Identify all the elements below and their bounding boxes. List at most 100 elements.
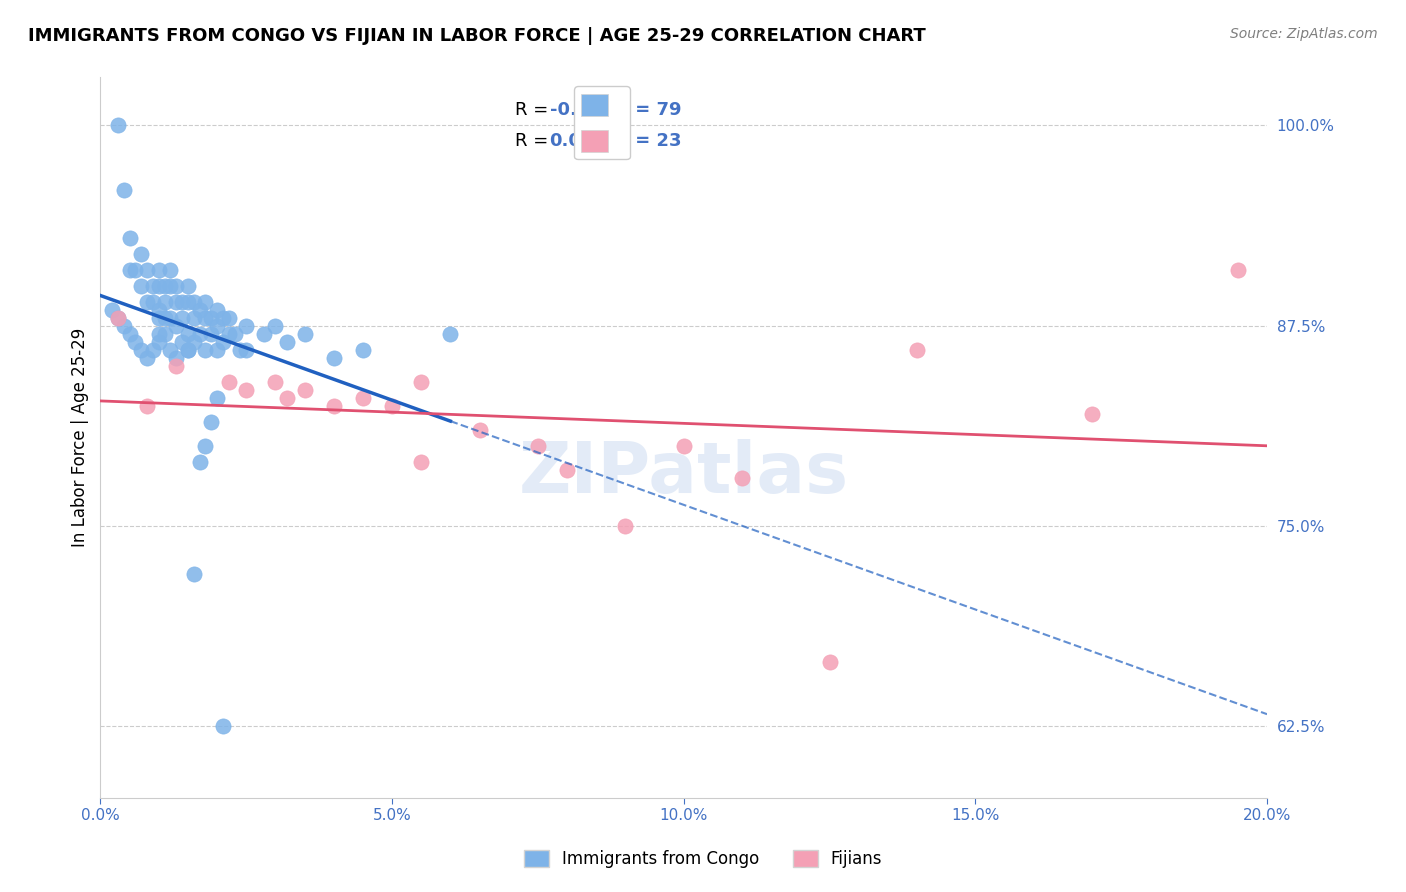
Point xyxy=(294,326,316,341)
Point xyxy=(253,326,276,341)
Point xyxy=(200,415,222,429)
Point xyxy=(218,310,240,325)
Point xyxy=(170,294,193,309)
Point xyxy=(170,310,193,325)
Point xyxy=(200,310,222,325)
Point xyxy=(129,246,152,260)
Point xyxy=(527,439,550,453)
Text: -0.009: -0.009 xyxy=(550,101,614,119)
Point xyxy=(142,343,165,357)
Point xyxy=(153,278,176,293)
Point xyxy=(107,119,129,133)
Point xyxy=(148,310,170,325)
Point xyxy=(165,278,187,293)
Point xyxy=(136,351,159,365)
Point xyxy=(224,326,246,341)
Point xyxy=(188,302,211,317)
Point xyxy=(177,294,200,309)
Point xyxy=(212,719,235,733)
Point xyxy=(170,334,193,349)
Point xyxy=(194,439,217,453)
Point xyxy=(194,343,217,357)
Point xyxy=(212,334,235,349)
Point xyxy=(118,326,141,341)
Text: R =: R = xyxy=(515,101,554,119)
Point xyxy=(352,343,374,357)
Point xyxy=(555,463,578,477)
Point xyxy=(136,294,159,309)
Point xyxy=(159,262,181,277)
Point xyxy=(194,310,217,325)
Point xyxy=(177,326,200,341)
Point xyxy=(200,326,222,341)
Point xyxy=(148,278,170,293)
Point xyxy=(183,334,205,349)
Point xyxy=(614,518,637,533)
Point xyxy=(276,391,298,405)
Point xyxy=(165,351,187,365)
Point xyxy=(468,423,491,437)
Text: Source: ZipAtlas.com: Source: ZipAtlas.com xyxy=(1230,27,1378,41)
Point xyxy=(142,294,165,309)
Point xyxy=(235,318,257,333)
Point xyxy=(183,310,205,325)
Text: IMMIGRANTS FROM CONGO VS FIJIAN IN LABOR FORCE | AGE 25-29 CORRELATION CHART: IMMIGRANTS FROM CONGO VS FIJIAN IN LABOR… xyxy=(28,27,927,45)
Point xyxy=(235,383,257,397)
Point xyxy=(148,334,170,349)
Point xyxy=(1226,262,1249,277)
Text: N = 79: N = 79 xyxy=(613,101,681,119)
Point xyxy=(276,334,298,349)
Point xyxy=(411,455,433,469)
Point xyxy=(107,310,129,325)
Point xyxy=(101,302,124,317)
Point xyxy=(142,278,165,293)
Point xyxy=(148,326,170,341)
Point xyxy=(148,302,170,317)
Point xyxy=(322,399,344,413)
Point xyxy=(205,343,228,357)
Point xyxy=(129,343,152,357)
Point xyxy=(205,391,228,405)
Point xyxy=(124,262,146,277)
Point xyxy=(136,399,159,413)
Point xyxy=(165,294,187,309)
Point xyxy=(818,655,841,669)
Point xyxy=(183,294,205,309)
Point xyxy=(322,351,344,365)
Point xyxy=(177,343,200,357)
Point xyxy=(183,566,205,581)
Point xyxy=(218,326,240,341)
Legend: , : , xyxy=(574,87,630,160)
Point xyxy=(731,471,754,485)
Point xyxy=(264,375,287,389)
Point xyxy=(411,375,433,389)
Point xyxy=(165,318,187,333)
Point xyxy=(212,310,235,325)
Point xyxy=(352,391,374,405)
Point xyxy=(159,278,181,293)
Point xyxy=(124,334,146,349)
Point xyxy=(672,439,695,453)
Text: 0.025: 0.025 xyxy=(550,132,606,150)
Point xyxy=(205,302,228,317)
Point xyxy=(153,310,176,325)
Point xyxy=(159,310,181,325)
Text: ZIPatlas: ZIPatlas xyxy=(519,439,849,508)
Point xyxy=(165,359,187,373)
Point xyxy=(381,399,404,413)
Point xyxy=(1081,407,1104,421)
Point xyxy=(205,318,228,333)
Point xyxy=(264,318,287,333)
Point xyxy=(112,318,135,333)
Point xyxy=(194,294,217,309)
Text: R =: R = xyxy=(515,132,554,150)
Point xyxy=(439,326,461,341)
Point xyxy=(153,326,176,341)
Point xyxy=(118,230,141,244)
Point xyxy=(112,182,135,196)
Y-axis label: In Labor Force | Age 25-29: In Labor Force | Age 25-29 xyxy=(72,328,89,548)
Point xyxy=(153,294,176,309)
Point xyxy=(294,383,316,397)
Point xyxy=(905,343,928,357)
Point xyxy=(188,455,211,469)
